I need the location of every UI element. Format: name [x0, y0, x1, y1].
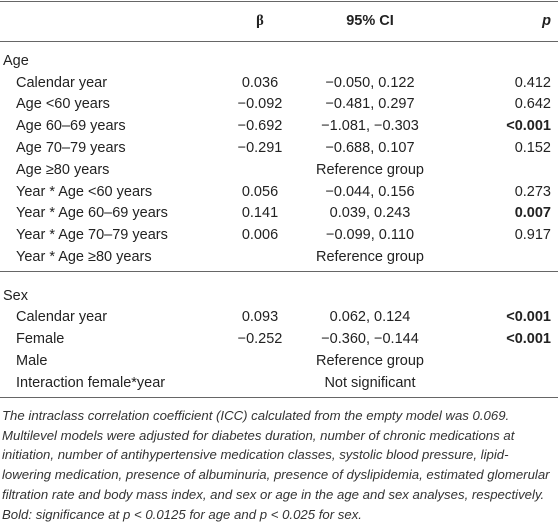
column-header: p — [542, 13, 551, 29]
row-label: Age <60 years — [16, 96, 110, 113]
section-title: Sex — [3, 287, 28, 304]
column-header: 95% CI — [346, 13, 394, 29]
row-label: Calendar year — [16, 309, 108, 326]
cell: −0.360, −0.144 — [321, 331, 419, 348]
row-label: Age 60–69 years — [16, 118, 126, 135]
cell: −0.099, 0.110 — [325, 227, 415, 244]
cell: 0.093 — [241, 309, 279, 326]
cell: <0.001 — [506, 309, 551, 326]
cell: <0.001 — [506, 331, 551, 348]
rule — [0, 1, 558, 2]
footnote: The intraclass correlation coefficient (… — [2, 408, 550, 522]
cell: −0.252 — [237, 331, 283, 348]
cell-span: Reference group — [315, 161, 424, 178]
cell: 0.412 — [514, 74, 551, 91]
cell: 0.141 — [241, 205, 279, 222]
cell: 0.039, 0.243 — [329, 205, 411, 222]
row-label: Female — [16, 331, 65, 348]
row-label: Male — [16, 353, 48, 369]
cell: 0.273 — [514, 183, 551, 200]
cell: −0.044, 0.156 — [325, 183, 415, 200]
cell: 0.152 — [514, 140, 551, 156]
cell: 0.056 — [241, 183, 279, 200]
cell: 0.007 — [514, 205, 551, 222]
row-label: Year * Age 70–79 years — [16, 227, 168, 244]
cell: 0.036 — [241, 74, 279, 91]
cell-span: Reference group — [315, 353, 424, 369]
cell: −0.050, 0.122 — [325, 74, 415, 91]
cell: −0.692 — [237, 118, 283, 135]
cell: <0.001 — [506, 118, 551, 135]
row-label: Calendar year — [16, 74, 108, 91]
cell: −1.081, −0.303 — [321, 118, 419, 135]
cell: −0.092 — [237, 96, 283, 113]
rule — [0, 41, 558, 42]
cell: 0.917 — [514, 227, 551, 244]
row-label: Age ≥80 years — [16, 161, 110, 178]
cell: 0.062, 0.124 — [329, 309, 411, 326]
row-label: Interaction female*year — [16, 374, 166, 391]
cell: −0.481, 0.297 — [325, 96, 415, 113]
cell: −0.688, 0.107 — [325, 140, 415, 156]
cell: 0.006 — [241, 227, 279, 244]
row-label: Age 70–79 years — [16, 140, 126, 156]
cell: −0.291 — [237, 140, 283, 156]
cell-span: Not significant — [324, 374, 416, 391]
rule — [0, 271, 558, 272]
row-label: Year * Age 60–69 years — [16, 205, 168, 222]
column-header: β — [256, 13, 264, 29]
rule — [0, 397, 558, 398]
cell: 0.642 — [514, 96, 551, 113]
section-title: Age — [3, 53, 29, 69]
row-label: Year * Age <60 years — [16, 183, 153, 200]
row-label: Year * Age ≥80 years — [16, 249, 152, 265]
cell-span: Reference group — [315, 249, 424, 265]
